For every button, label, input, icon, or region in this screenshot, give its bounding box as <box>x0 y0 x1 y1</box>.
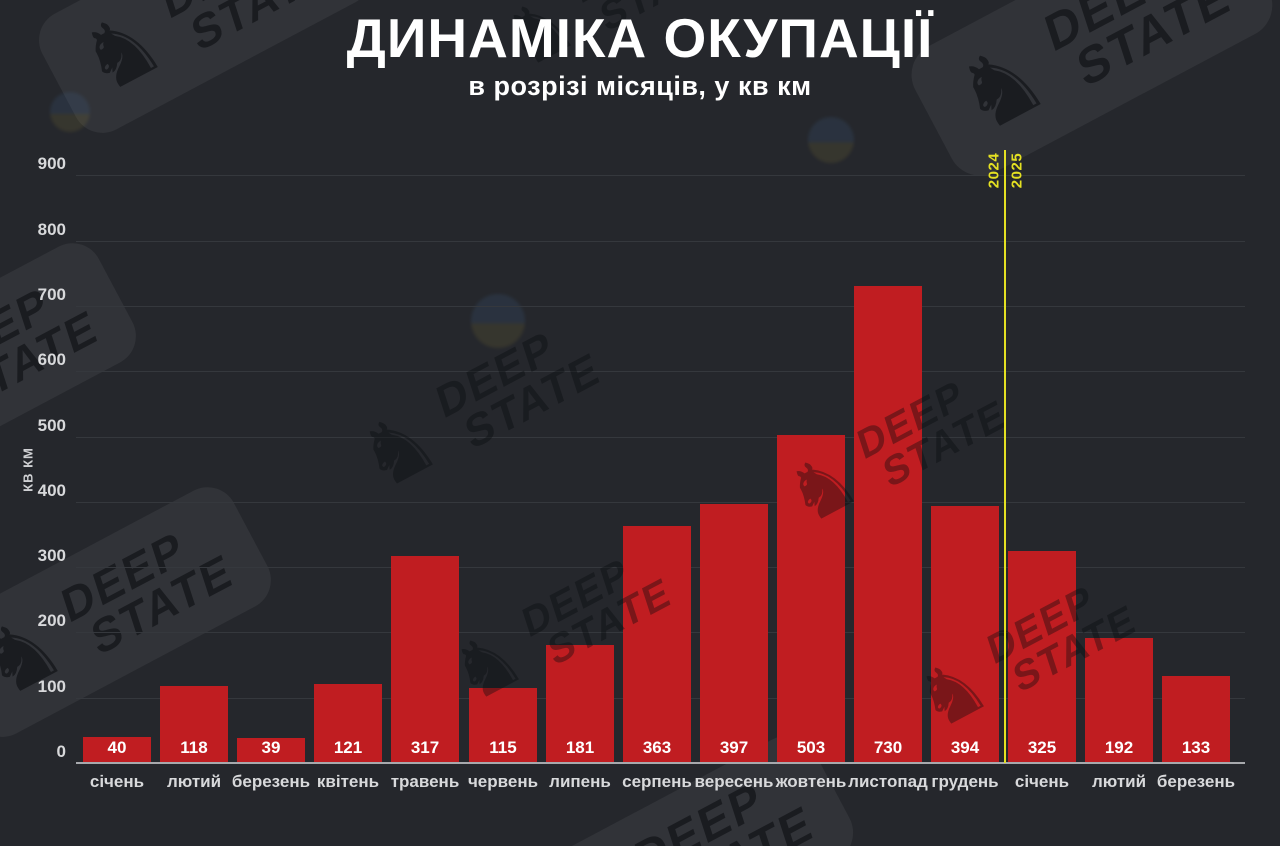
x-category-label: квітень <box>316 772 380 791</box>
x-category-label: жовтень <box>775 772 847 791</box>
y-tick-label: 0 <box>56 742 66 761</box>
x-category-label: січень <box>1014 772 1070 791</box>
bar-value-label: 121 <box>333 738 363 757</box>
y-tick-label: 100 <box>37 677 66 696</box>
y-tick-label: 200 <box>37 611 66 630</box>
y-tick-label: 700 <box>37 285 66 304</box>
brand-line-1: DEEP <box>629 771 770 846</box>
brand-line-2: STATE <box>459 343 606 460</box>
x-category-label: березень <box>231 772 311 791</box>
y-axis-label: КВ КМ <box>20 447 36 492</box>
bar <box>391 556 459 763</box>
bar <box>1008 551 1076 763</box>
bar <box>160 686 228 763</box>
ua-roundel-icon <box>50 92 90 132</box>
x-category-label: лютий <box>166 772 222 791</box>
chart-subtitle: в розрізі місяців, у кв км <box>468 70 812 101</box>
bar <box>931 506 999 763</box>
x-category-label: липень <box>549 772 611 791</box>
y-tick-label: 300 <box>37 546 66 565</box>
bar <box>237 738 305 763</box>
y-gridline <box>76 175 1245 176</box>
y-gridline <box>76 371 1245 372</box>
bar-value-label: 39 <box>261 738 281 757</box>
bar <box>1162 676 1230 763</box>
y-tick-label: 800 <box>37 220 66 239</box>
bar-value-label: 325 <box>1027 738 1057 757</box>
x-category-label: червень <box>467 772 539 791</box>
x-category-label: березень <box>1156 772 1236 791</box>
bar <box>83 737 151 763</box>
y-gridline <box>76 502 1245 503</box>
x-category-label: лютий <box>1091 772 1147 791</box>
y-gridline <box>76 241 1245 242</box>
brand-line-2: STATE <box>85 544 239 666</box>
bar-value-label: 181 <box>565 738 595 757</box>
ua-roundel-icon <box>808 117 854 163</box>
year-label-right: 2025 <box>1008 152 1026 189</box>
y-gridline <box>76 306 1245 307</box>
brand-line-2: STATE <box>660 795 820 846</box>
y-tick-label: 600 <box>37 350 66 369</box>
y-tick-label: 400 <box>37 481 66 500</box>
bar-value-label: 192 <box>1104 738 1134 757</box>
year-label-left: 2024 <box>985 152 1003 189</box>
x-category-label: грудень <box>931 772 999 791</box>
chart-header: ДИНАМІКА ОКУПАЦІЇ в розрізі місяців, у к… <box>0 8 1280 102</box>
bar-value-label: 118 <box>180 738 208 757</box>
x-category-label: січень <box>89 772 145 791</box>
x-axis-line <box>76 762 1245 764</box>
bar-value-label: 133 <box>1181 738 1211 757</box>
x-category-label: вересень <box>694 772 774 791</box>
bar-value-label: 40 <box>107 738 127 757</box>
chart-title: ДИНАМІКА ОКУПАЦІЇ <box>346 7 934 69</box>
knight-chess-icon: ♞ <box>340 388 455 513</box>
bar <box>314 684 382 763</box>
y-tick-label: 500 <box>37 416 66 435</box>
bar <box>777 435 845 763</box>
bar-value-label: 317 <box>410 738 440 757</box>
brand-line-1: DEEP <box>56 521 191 634</box>
bar-value-label: 503 <box>796 738 826 757</box>
bar <box>700 504 768 763</box>
bar <box>469 688 537 763</box>
bar <box>1085 638 1153 763</box>
bar <box>854 286 922 763</box>
y-gridline <box>76 437 1245 438</box>
bar-value-label: 394 <box>950 738 980 757</box>
bar <box>546 645 614 763</box>
bar-value-label: 363 <box>642 738 672 757</box>
bar <box>623 526 691 763</box>
bar-value-label: 397 <box>719 738 749 757</box>
x-category-label: листопад <box>848 772 928 791</box>
year-divider-line <box>1004 150 1006 763</box>
bar-value-label: 730 <box>873 738 903 757</box>
x-category-label: серпень <box>622 772 692 791</box>
x-category-label: травень <box>390 772 460 791</box>
ua-roundel-icon <box>471 294 525 348</box>
y-tick-label: 900 <box>37 154 66 173</box>
bar-value-label: 115 <box>489 738 517 757</box>
